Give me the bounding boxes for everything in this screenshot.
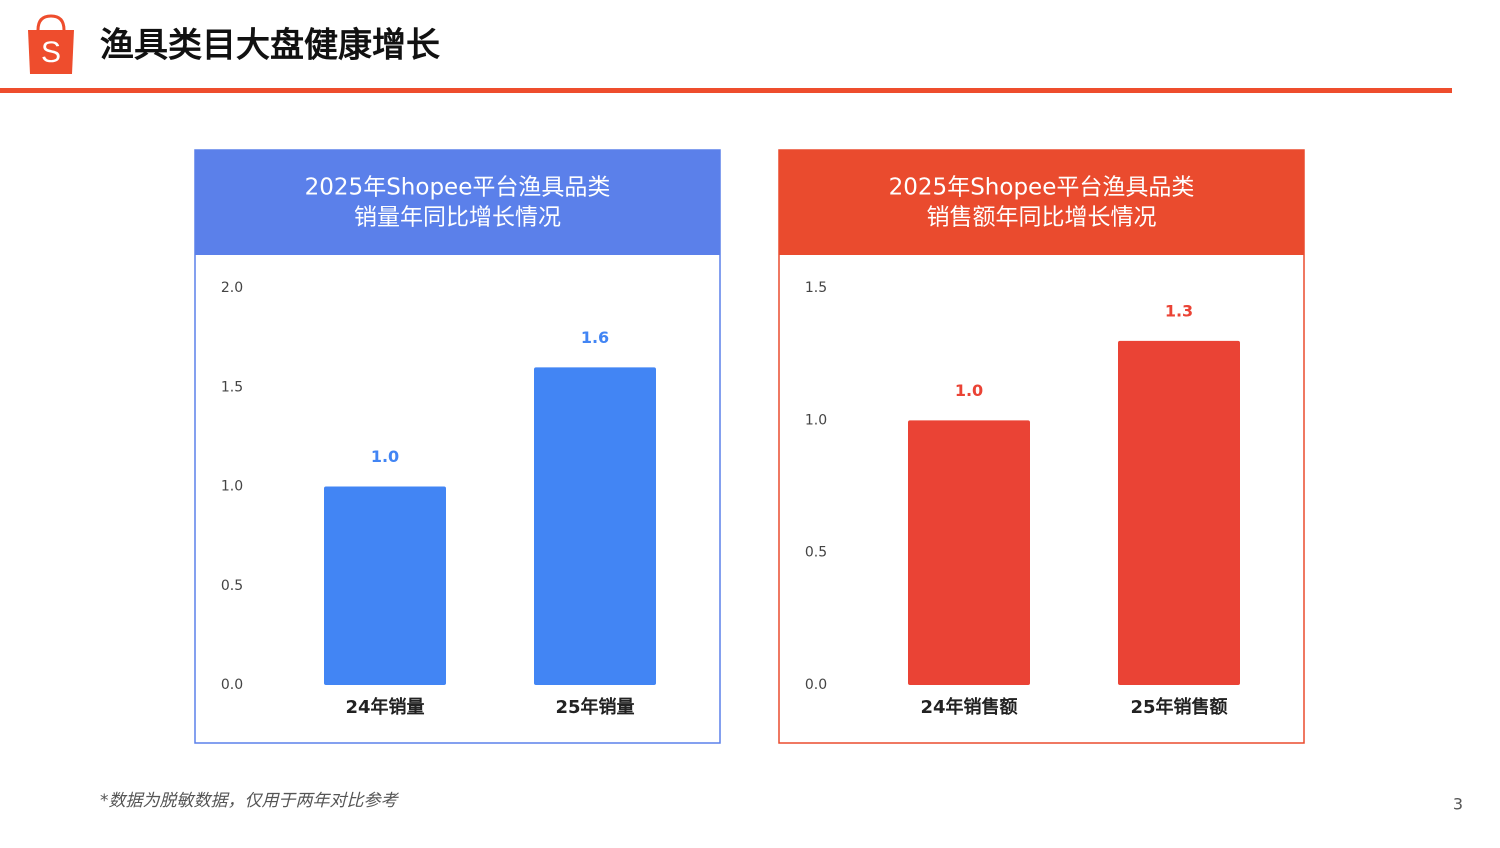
x-tick-label: 25年销量	[555, 696, 634, 718]
y-tick-label: 0.5	[221, 578, 243, 594]
value-label: 1.0	[955, 381, 983, 400]
page-number: 3	[1453, 795, 1463, 814]
logo: S	[28, 14, 74, 74]
chart-title: 销售额年同比增长情况	[927, 205, 1157, 231]
svg-text:S: S	[41, 36, 61, 69]
value-label: 1.6	[581, 328, 609, 347]
header-rule	[0, 88, 1452, 93]
bar	[534, 367, 656, 685]
y-tick-label: 1.5	[221, 379, 243, 395]
y-tick-label: 0.0	[221, 677, 243, 693]
chart-title: 销量年同比增长情况	[354, 205, 561, 231]
bar	[908, 420, 1030, 685]
chart-title: 2025年Shopee平台渔具品类	[889, 175, 1195, 201]
chart-title: 2025年Shopee平台渔具品类	[305, 175, 611, 201]
y-tick-label: 1.0	[805, 412, 827, 428]
footnote: *数据为脱敏数据，仅用于两年对比参考	[100, 791, 399, 811]
x-tick-label: 24年销售额	[920, 696, 1017, 718]
chart-header	[195, 150, 720, 255]
x-tick-label: 25年销售额	[1130, 696, 1227, 718]
bar	[324, 486, 446, 685]
chart-header	[779, 150, 1304, 255]
x-tick-label: 24年销量	[345, 696, 424, 718]
y-tick-label: 0.5	[805, 545, 827, 561]
y-tick-label: 2.0	[221, 280, 243, 296]
slide-title: 渔具类目大盘健康增长	[100, 26, 440, 66]
y-tick-label: 1.0	[221, 479, 243, 495]
bar	[1118, 340, 1240, 685]
y-tick-label: 0.0	[805, 677, 827, 693]
value-label: 1.0	[371, 447, 399, 466]
y-tick-label: 1.5	[805, 280, 827, 296]
value-label: 1.3	[1165, 301, 1193, 320]
